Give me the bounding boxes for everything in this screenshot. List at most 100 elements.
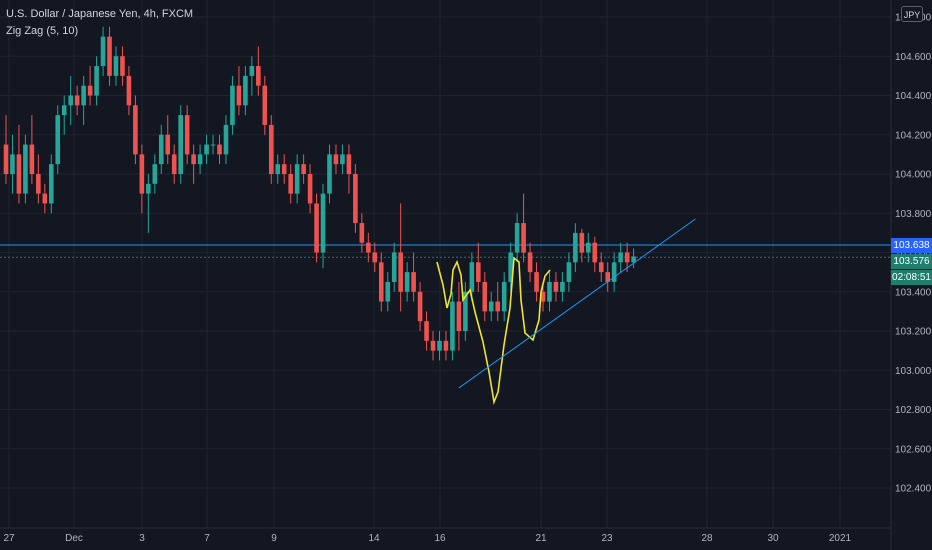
- time-tick-label: Dec: [65, 533, 83, 544]
- candle-body: [191, 154, 196, 165]
- candle-body: [230, 85, 235, 125]
- candle-body: [307, 174, 313, 204]
- candle-body: [217, 144, 222, 155]
- price-tick-label: 102.600: [895, 444, 932, 455]
- candle: [217, 134, 222, 165]
- candle-body: [275, 164, 281, 174]
- candle-body: [3, 144, 9, 174]
- price-tick-label: 104.600: [895, 52, 932, 63]
- candle: [191, 144, 196, 184]
- candle: [469, 252, 475, 302]
- candle-body: [391, 252, 397, 282]
- candle: [327, 144, 332, 204]
- candle-body: [236, 85, 242, 106]
- bar-countdown-tag: 02:08:51: [891, 270, 932, 285]
- candle: [281, 154, 287, 184]
- candle: [476, 242, 481, 292]
- candle-body: [294, 164, 300, 194]
- candlestick-series: [3, 26, 636, 361]
- candle: [243, 66, 248, 116]
- candle-body: [553, 281, 559, 292]
- candle-body: [178, 115, 183, 174]
- candle: [385, 272, 391, 312]
- candle-body: [424, 321, 429, 341]
- candle: [307, 164, 313, 214]
- candle: [68, 75, 73, 125]
- candle-body: [10, 154, 15, 174]
- candle: [197, 144, 203, 174]
- currency-badge[interactable]: JPY: [901, 6, 923, 22]
- candle-body: [94, 66, 99, 96]
- candle: [508, 242, 513, 292]
- candle-body: [61, 105, 67, 116]
- candle: [94, 56, 99, 106]
- candle: [463, 281, 468, 341]
- price-tick-label: 103.200: [895, 327, 932, 338]
- candle-body: [171, 154, 177, 174]
- candle-body: [560, 281, 565, 292]
- candle: [534, 262, 539, 302]
- candle: [152, 154, 158, 194]
- candle: [139, 144, 145, 214]
- candle: [424, 311, 429, 351]
- time-axis: 27 Dec 3 7 9 14 16 21 23 28 30 2021: [0, 527, 891, 544]
- candle: [294, 154, 300, 204]
- candle-body: [488, 301, 494, 312]
- price-tick-label: 102.400: [895, 484, 932, 495]
- candle: [23, 134, 28, 204]
- candle-body: [624, 252, 630, 263]
- time-tick-label: 16: [434, 533, 446, 544]
- candle: [314, 193, 319, 263]
- time-tick-label: 14: [368, 533, 380, 544]
- candle: [353, 164, 358, 233]
- candle: [171, 144, 177, 184]
- candle: [158, 124, 164, 174]
- candle: [598, 252, 604, 282]
- candle-body: [113, 56, 119, 76]
- candle-body: [430, 340, 436, 351]
- candle: [178, 105, 183, 184]
- candle: [48, 154, 54, 214]
- candle-body: [139, 154, 145, 194]
- candle-body: [262, 85, 268, 125]
- candle-body: [327, 154, 332, 194]
- candle: [359, 213, 365, 253]
- candle-body: [573, 232, 578, 263]
- candle-body: [204, 144, 209, 155]
- candle: [573, 223, 578, 273]
- candle-body: [469, 262, 475, 292]
- candle: [61, 95, 67, 135]
- candle-body: [320, 193, 326, 253]
- candle-body: [68, 95, 73, 106]
- candle-body: [243, 75, 248, 106]
- candle: [514, 213, 520, 263]
- candle-body: [48, 164, 54, 204]
- candle: [495, 281, 501, 322]
- candle: [210, 134, 216, 155]
- candle-body: [152, 164, 158, 184]
- candle-body: [618, 252, 623, 263]
- candle: [553, 272, 559, 302]
- candle-body: [29, 144, 35, 174]
- candle-body: [514, 223, 520, 253]
- price-tick-label: 103.400: [895, 287, 932, 298]
- candle: [527, 242, 533, 282]
- drawings: [436, 218, 696, 405]
- time-tick-label: 9: [271, 533, 277, 544]
- candle: [42, 183, 48, 214]
- candle-body: [611, 262, 617, 282]
- candle-body: [165, 134, 171, 155]
- candle-body: [223, 124, 229, 155]
- candle-body: [184, 115, 190, 155]
- price-tick-label: 102.800: [895, 405, 932, 416]
- candle: [333, 144, 339, 174]
- price-tick-label: 103.600: [895, 248, 932, 259]
- candle: [29, 115, 35, 184]
- horizontal-lines: [0, 244, 891, 258]
- time-tick-label: 7: [204, 533, 210, 544]
- candle-body: [534, 272, 539, 292]
- candle-body: [366, 242, 371, 253]
- candle: [3, 115, 9, 184]
- time-tick-label: 23: [601, 533, 613, 544]
